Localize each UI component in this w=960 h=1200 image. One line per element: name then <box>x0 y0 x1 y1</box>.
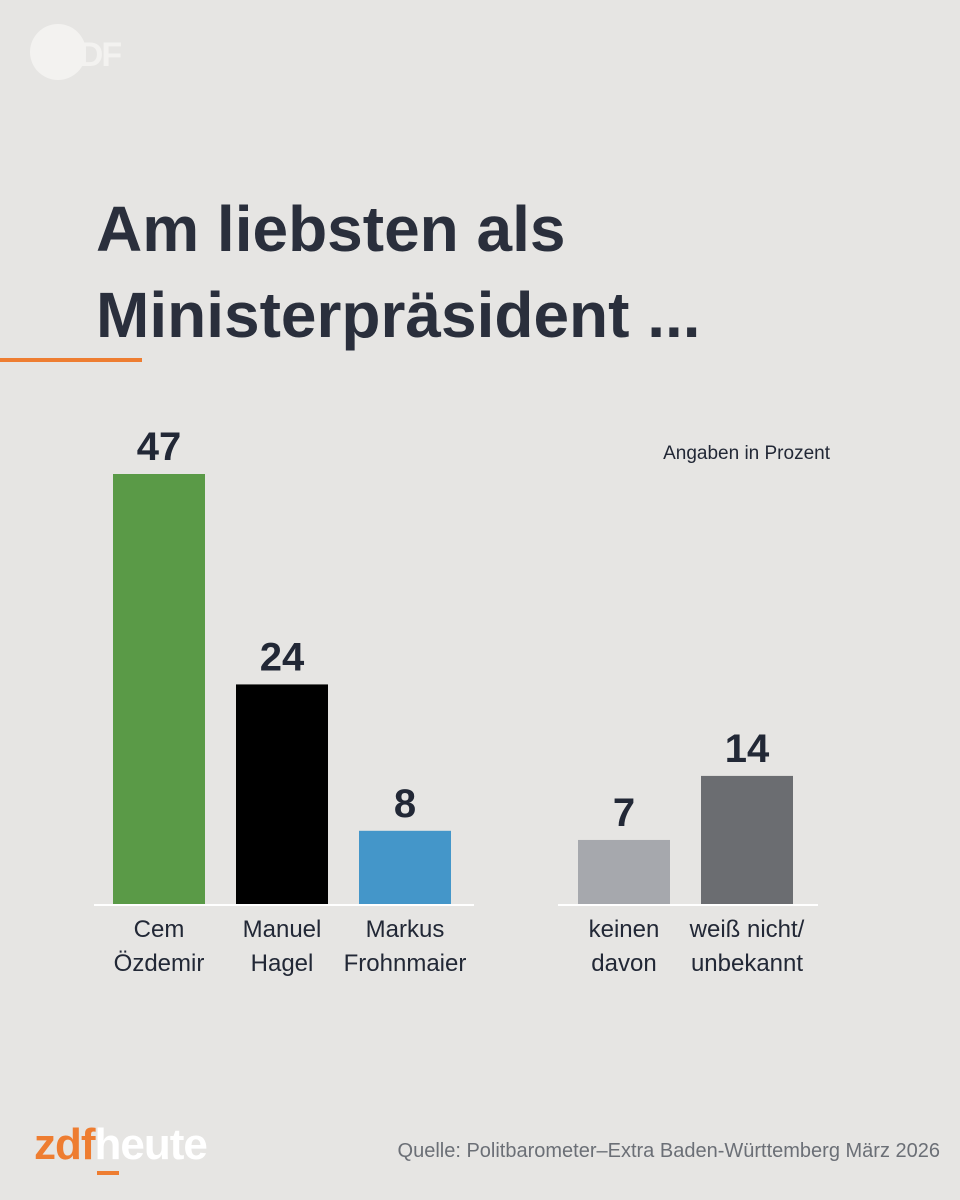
category-label: davon <box>591 950 656 977</box>
bar <box>113 474 205 904</box>
category-label: Özdemir <box>114 950 205 977</box>
zdfheute-logo: zdfheute <box>34 1120 208 1180</box>
bar <box>701 775 793 904</box>
zdfheute-logo-heute: heute <box>94 1120 208 1169</box>
bar-chart: 47 Cem Özdemir 24 Manuel Hagel 8 Markus Frohnmai… <box>94 425 818 977</box>
bar <box>578 839 670 904</box>
category-label: Hagel <box>251 950 314 977</box>
category-label: keinen <box>589 916 660 943</box>
chart-title: Am liebsten als Ministerpräsident ... <box>96 186 916 358</box>
data-label: 24 <box>260 635 305 679</box>
data-label: 7 <box>613 791 635 835</box>
unit-label: Angaben in Prozent <box>663 443 830 464</box>
source-note: Quelle: Politbarometer–Extra Baden-Württ… <box>397 1140 940 1162</box>
bar <box>359 830 451 904</box>
category-label: Cem <box>134 916 185 943</box>
data-label: 8 <box>394 782 416 826</box>
category-label: Markus <box>366 916 445 943</box>
category-label: unbekannt <box>691 950 803 977</box>
chart-title-line1: Am liebsten als <box>96 193 566 265</box>
title-accent-rule <box>0 358 142 362</box>
zdf-logo-word: ZDF <box>60 36 122 74</box>
data-label: 47 <box>137 425 182 469</box>
category-label: weiß nicht/ <box>689 916 805 943</box>
zdf-logo-circle-icon <box>30 24 86 80</box>
bar <box>236 684 328 904</box>
zdfheute-logo-zdf: zdf <box>34 1120 96 1169</box>
chart-title-line2: Ministerpräsident ... <box>96 279 701 351</box>
zdf-top-logo: ZDF <box>30 24 130 80</box>
data-label: 14 <box>725 727 770 771</box>
category-label: Frohnmaier <box>344 950 467 977</box>
category-label: Manuel <box>243 916 322 943</box>
